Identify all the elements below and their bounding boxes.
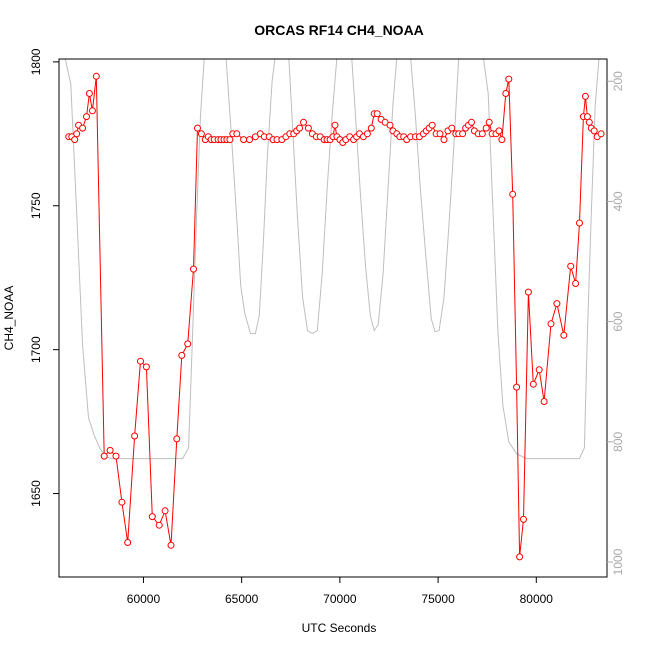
data-point: [502, 90, 510, 97]
data-point: [296, 124, 304, 132]
data-point: [173, 435, 181, 443]
data-point: [184, 340, 192, 348]
data-point: [520, 515, 527, 523]
data-point: [509, 190, 517, 198]
data-point: [167, 541, 175, 549]
data-point: [246, 136, 253, 144]
data-point: [513, 383, 521, 391]
data-point: [92, 72, 100, 80]
data-point: [161, 507, 169, 515]
data-point: [197, 130, 205, 138]
data-point: [440, 136, 448, 144]
x-axis-title: UTC Seconds: [302, 621, 377, 635]
y-tick-label: 1750: [29, 192, 43, 219]
data-point: [540, 398, 548, 405]
data-point: [240, 136, 248, 144]
data-point: [155, 521, 163, 529]
data-point: [73, 130, 81, 138]
data-point: [71, 136, 79, 144]
data-point: [529, 380, 537, 388]
data-point: [468, 118, 475, 126]
data-point: [124, 539, 132, 546]
x-tick-label: 70000: [323, 592, 357, 606]
data-point: [495, 127, 503, 135]
data-point: [83, 113, 90, 121]
y-tick-label: 1700: [29, 336, 43, 363]
secondary-y-tick-label: 600: [611, 311, 625, 331]
data-point: [300, 118, 307, 126]
data-point: [79, 124, 87, 132]
data-point: [106, 446, 114, 454]
data-point: [524, 288, 532, 296]
data-point: [597, 130, 605, 138]
data-point: [535, 366, 543, 374]
y-tick-label: 1650: [29, 480, 43, 507]
data-point: [505, 75, 513, 83]
data-point: [137, 357, 144, 365]
data-point: [331, 121, 339, 129]
y-axis-title: CH4_NOAA: [2, 286, 16, 351]
data-point: [560, 331, 568, 339]
data-point: [226, 136, 234, 144]
data-point: [100, 452, 108, 460]
data-point: [363, 130, 371, 138]
data-point: [386, 121, 394, 129]
data-point: [516, 553, 524, 561]
data-point: [448, 124, 456, 132]
data-point: [142, 363, 150, 371]
data-point: [576, 219, 583, 227]
data-point: [118, 498, 126, 506]
data-point: [585, 118, 593, 126]
data-point: [428, 121, 436, 129]
data-point: [459, 130, 467, 138]
data-point: [88, 107, 96, 115]
x-tick-label: 65000: [225, 592, 259, 606]
data-point: [367, 124, 375, 132]
data-point: [373, 110, 381, 118]
y-tick-label: 1800: [29, 48, 43, 75]
data-point: [112, 452, 120, 460]
secondary-y-tick-label: 200: [611, 71, 625, 91]
data-point: [190, 265, 197, 273]
secondary-y-tick-label: 1000: [611, 548, 625, 575]
secondary-y-tick-label: 400: [611, 191, 625, 211]
data-point: [581, 92, 589, 100]
secondary-y-axis: 200 400 600 800 1000: [607, 71, 625, 575]
plot-frame: [58, 58, 608, 578]
data-point: [553, 300, 561, 308]
data-point: [583, 113, 591, 121]
data-point: [572, 280, 580, 287]
data-point: [148, 513, 156, 521]
y-axis: 1650 1700 1750 1800: [29, 48, 59, 507]
x-tick-label: 60000: [127, 592, 161, 606]
data-point: [233, 130, 241, 138]
data-point: [85, 90, 93, 97]
data-point: [567, 262, 575, 270]
data-point: [590, 127, 598, 135]
data-point: [304, 124, 312, 132]
secondary-series-line: [64, 59, 600, 460]
x-axis: 60000 65000 70000 75000 80000: [127, 577, 554, 606]
series-layer: [65, 72, 605, 561]
data-point: [131, 432, 139, 440]
data-point: [478, 130, 486, 138]
chart-title: ORCAS RF14 CH4_NOAA: [254, 22, 424, 38]
secondary-series-layer: [64, 59, 600, 460]
secondary-y-tick-label: 800: [611, 431, 625, 451]
x-tick-label: 75000: [421, 592, 455, 606]
data-point: [485, 118, 493, 126]
data-point: [547, 320, 555, 328]
data-point: [436, 130, 444, 138]
x-tick-label: 80000: [520, 592, 554, 606]
data-point: [178, 351, 186, 359]
data-point: [194, 124, 201, 132]
data-point: [482, 124, 490, 132]
data-point: [498, 136, 506, 144]
